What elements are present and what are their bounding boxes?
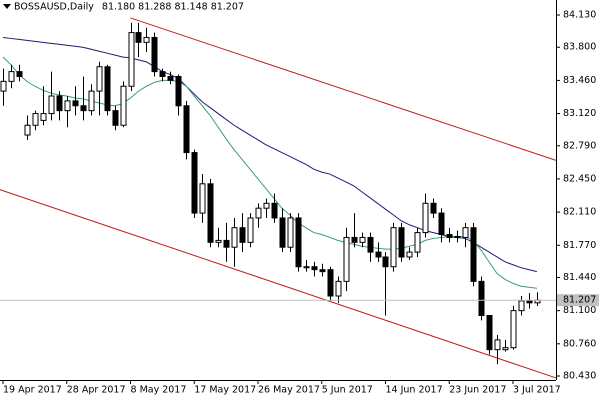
candle-body	[319, 269, 326, 273]
candle-body	[64, 100, 71, 112]
candle-body	[255, 207, 262, 219]
y-tick-label: 82.790	[563, 140, 596, 151]
candle-body	[16, 71, 23, 77]
candle-body	[0, 80, 7, 92]
candle-body	[24, 124, 31, 136]
candle-body	[462, 227, 469, 238]
candle-body	[518, 300, 525, 312]
x-tick-label: 14 Jun 2017	[385, 385, 442, 396]
candle-body	[478, 280, 485, 317]
x-tick-label: 19 Apr 2017	[3, 385, 62, 396]
candle-body	[112, 110, 119, 126]
candle-body	[359, 236, 366, 243]
candle-body	[80, 105, 87, 112]
candle-body	[351, 236, 358, 243]
channel-line	[130, 17, 557, 161]
y-tick-label: 83.120	[563, 108, 596, 119]
candle-body	[303, 266, 310, 269]
y-tick-label: 81.770	[563, 240, 596, 251]
candle-body	[414, 232, 421, 253]
y-tick-label: 80.760	[563, 338, 596, 349]
candle-body	[128, 32, 135, 87]
candle-body	[151, 36, 158, 73]
chart-title: BOSSAUSD,Daily	[14, 2, 94, 13]
y-tick-label: 82.110	[563, 207, 596, 218]
candle-body	[199, 183, 206, 214]
candle-body	[494, 339, 501, 351]
y-tick-label: 81.100	[563, 305, 596, 316]
candle-body	[8, 71, 15, 82]
candle-body	[343, 236, 350, 282]
candle-body	[104, 66, 111, 112]
candle-body	[526, 300, 533, 304]
candle-body	[183, 105, 190, 154]
last-price-box	[557, 294, 599, 307]
candle-body	[422, 202, 429, 234]
x-tick-label: 28 Apr 2017	[67, 385, 126, 396]
y-tick-label: 80.430	[563, 371, 596, 382]
candles	[0, 22, 541, 365]
candle-body	[382, 256, 389, 268]
candle-body	[311, 266, 318, 271]
candle-body	[72, 100, 79, 107]
menu-triangle[interactable]	[3, 4, 11, 9]
candle-body	[32, 113, 39, 126]
candle-body	[367, 236, 374, 253]
candle-body	[295, 217, 302, 268]
x-tick-label: 5 Jun 2017	[322, 385, 373, 396]
candle-body	[96, 66, 103, 92]
last-price-label: 81.207	[563, 295, 596, 306]
candle-body	[287, 217, 294, 248]
candle-body	[446, 234, 453, 238]
y-tick-label: 81.440	[563, 272, 596, 283]
candle-body	[167, 75, 174, 81]
candle-body	[438, 212, 445, 236]
candle-body	[207, 183, 214, 243]
candle-body	[191, 152, 198, 214]
candle-body	[143, 36, 150, 43]
candle-body	[430, 202, 437, 214]
candle-body	[247, 217, 254, 243]
candle-body	[40, 113, 47, 121]
x-tick-label: 17 May 2017	[194, 385, 256, 396]
candle-body	[215, 239, 222, 243]
y-tick-label: 84.130	[563, 10, 596, 21]
candle-body	[239, 227, 246, 243]
candle-body	[263, 202, 270, 209]
candle-body	[510, 310, 517, 349]
candle-body	[159, 71, 166, 77]
y-tick-label: 83.460	[563, 75, 596, 86]
candle-body	[454, 235, 461, 238]
x-tick-label: 3 Jul 2017	[513, 385, 561, 396]
candle-body	[375, 251, 382, 258]
candle-body	[486, 315, 493, 351]
chart-quote: 81.180 81.288 81.148 81.207	[102, 2, 244, 13]
candle-body	[406, 251, 413, 258]
candle-body	[390, 227, 397, 268]
candle-body	[175, 75, 182, 107]
x-tick-label: 8 May 2017	[131, 385, 187, 396]
candle-body	[398, 227, 405, 258]
candle-body	[223, 239, 230, 248]
candle-body	[48, 95, 55, 115]
x-tick-label: 26 May 2017	[258, 385, 320, 396]
y-tick-label: 82.450	[563, 173, 596, 184]
x-tick-label: 23 Jun 2017	[449, 385, 506, 396]
channel-line	[0, 189, 557, 379]
candle-body	[335, 280, 342, 297]
candle-body	[56, 95, 63, 112]
candle-body	[470, 227, 477, 282]
y-tick-label: 83.800	[563, 42, 596, 53]
candle-body	[135, 32, 142, 43]
candle-body	[279, 217, 286, 248]
candle-body	[231, 227, 238, 248]
candle-body	[502, 347, 509, 351]
candle-body	[271, 202, 278, 219]
candle-body	[327, 269, 334, 297]
candle-body	[120, 85, 127, 126]
candle-body	[88, 90, 95, 112]
